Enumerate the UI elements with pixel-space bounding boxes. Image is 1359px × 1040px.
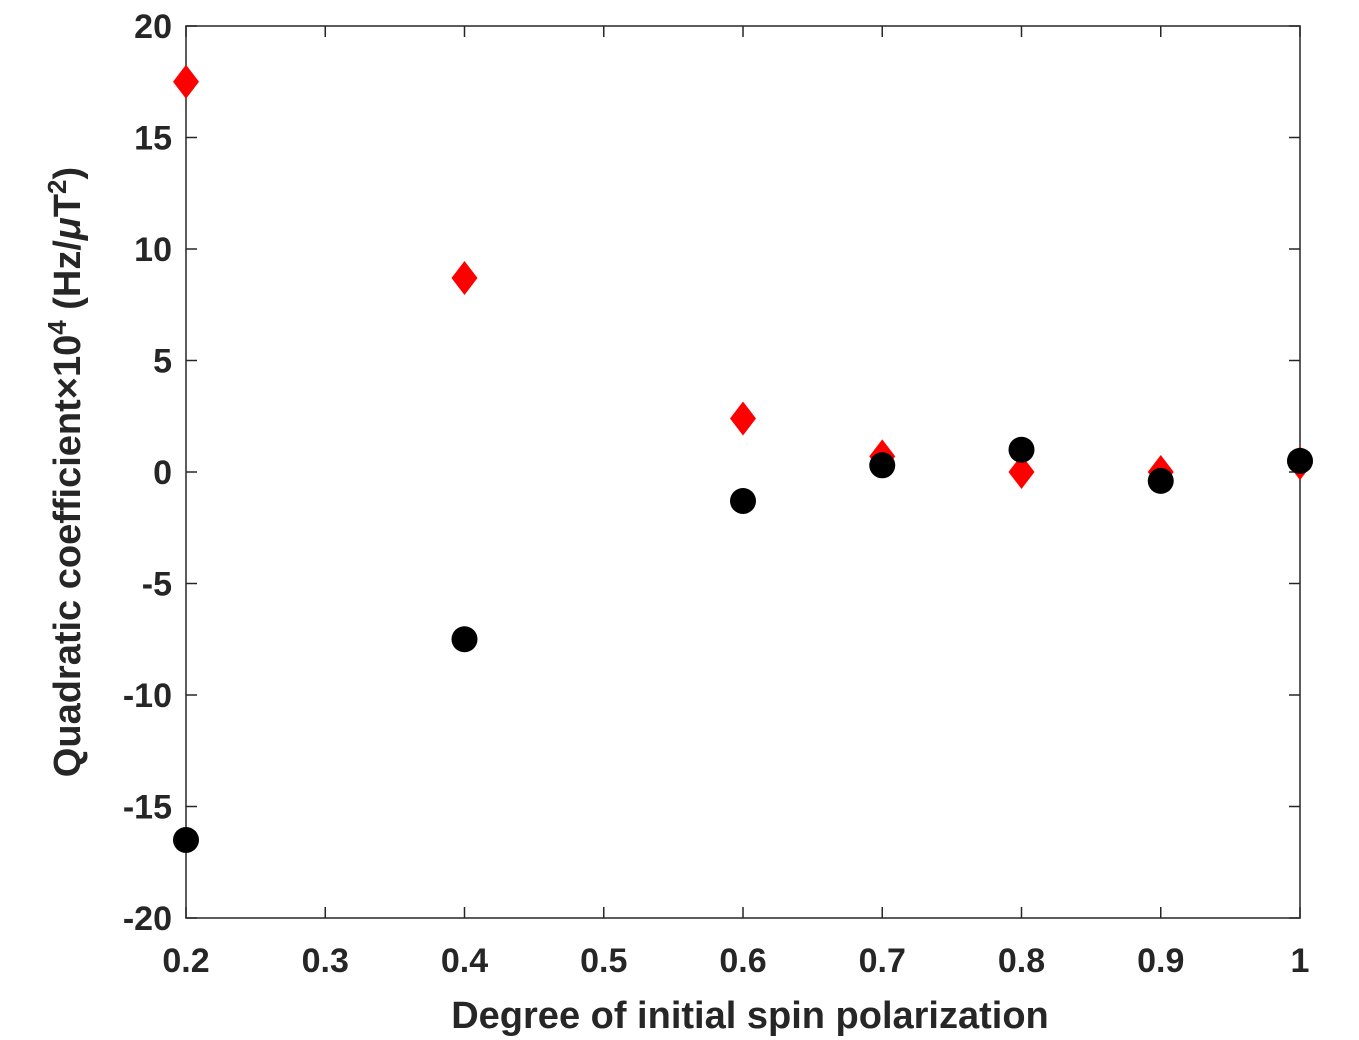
data-series — [173, 64, 1313, 853]
black-circle-point — [730, 487, 756, 514]
black-circle-point — [1008, 436, 1035, 463]
y-tick-label: 5 — [153, 343, 172, 381]
x-axis-ticks: 0.2 0.3 0.4 0.5 0.6 0.7 0.8 0.9 1 — [162, 26, 1309, 980]
black-circle-point — [1147, 467, 1174, 494]
red-diamond-point — [173, 64, 199, 99]
y-label-unit-close: ) — [47, 167, 89, 180]
plot-area — [185, 25, 1301, 919]
y-tick-label: -15 — [123, 789, 172, 827]
x-tick-label: 0.9 — [1137, 942, 1184, 980]
y-axis-ticks: 20 15 10 5 0 -5 -10 -15 -20 — [123, 8, 1300, 938]
y-label-exponent: 4 — [42, 320, 72, 335]
x-tick-label: 1 — [1291, 942, 1310, 980]
red-diamond-point — [451, 260, 478, 295]
y-tick-label: -5 — [142, 566, 172, 604]
black-circle-point — [869, 452, 896, 479]
red-diamond-point — [1008, 455, 1035, 489]
y-label-mu: μ — [47, 217, 89, 241]
black-circle-point — [1287, 447, 1313, 474]
red-diamond-point — [730, 401, 756, 436]
x-tick-label: 0.3 — [302, 942, 349, 980]
x-tick-label: 0.4 — [441, 942, 488, 980]
y-label-unit-exponent: 2 — [42, 179, 72, 193]
y-tick-label: -20 — [123, 900, 172, 938]
x-tick-label: 0.8 — [998, 942, 1045, 980]
y-tick-label: 0 — [153, 454, 172, 492]
black-circle-point — [451, 626, 478, 653]
y-label-unit-t: T — [47, 194, 89, 217]
y-axis-label: Quadratic coefficient×104 (Hz/μT2) — [42, 167, 89, 777]
black-circle-point — [173, 826, 199, 853]
x-tick-label: 0.6 — [719, 942, 766, 980]
y-label-prefix: Quadratic coefficient×10 — [47, 335, 89, 777]
y-tick-label: -10 — [123, 677, 172, 715]
x-tick-label: 0.5 — [580, 942, 627, 980]
y-tick-label: 20 — [134, 8, 172, 46]
y-tick-label: 15 — [134, 120, 172, 158]
y-tick-label: 10 — [134, 231, 172, 269]
y-label-unit-open: (Hz/ — [47, 240, 89, 321]
x-tick-label: 0.2 — [162, 942, 209, 980]
x-axis-label: Degree of initial spin polarization — [451, 995, 1049, 1037]
x-tick-label: 0.7 — [859, 942, 906, 980]
